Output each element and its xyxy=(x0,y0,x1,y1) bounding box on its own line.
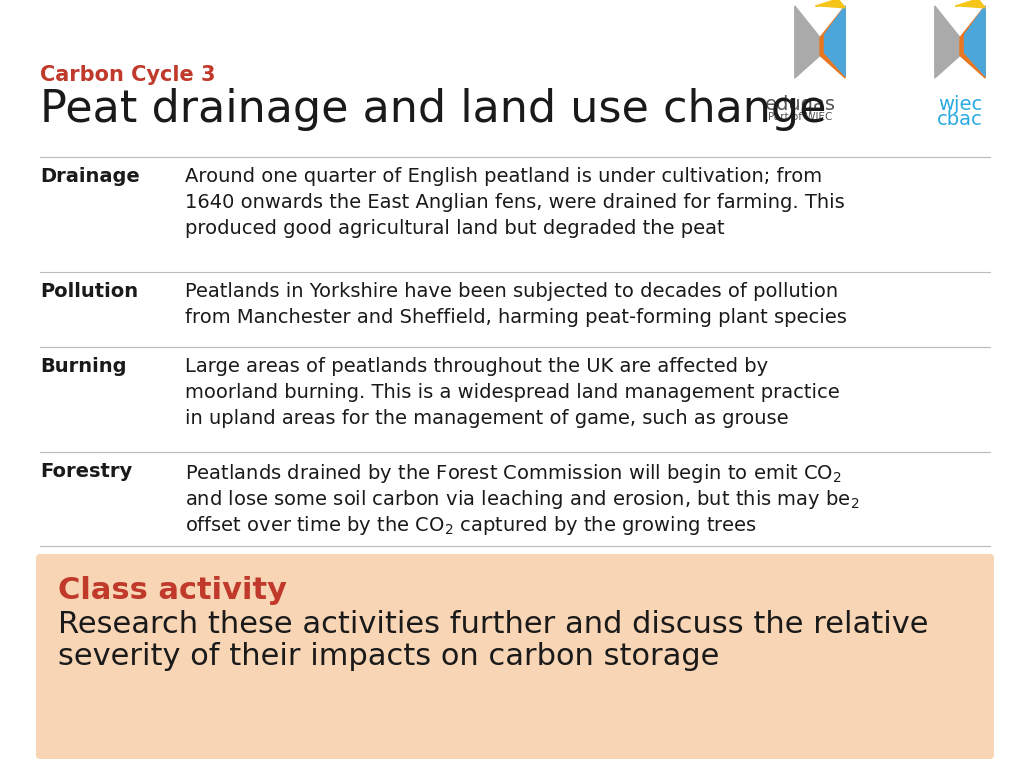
Text: 1640 onwards the East Anglian fens, were drained for farming. This: 1640 onwards the East Anglian fens, were… xyxy=(185,193,845,212)
Text: Peatlands in Yorkshire have been subjected to decades of pollution: Peatlands in Yorkshire have been subject… xyxy=(185,282,838,301)
Polygon shape xyxy=(955,0,985,8)
Polygon shape xyxy=(961,6,985,78)
Text: severity of their impacts on carbon storage: severity of their impacts on carbon stor… xyxy=(58,642,720,671)
Text: eduqas: eduqas xyxy=(765,95,836,114)
Polygon shape xyxy=(820,6,845,78)
Text: Peat drainage and land use change: Peat drainage and land use change xyxy=(40,88,826,131)
Text: cbac: cbac xyxy=(937,110,983,129)
Polygon shape xyxy=(965,6,985,76)
Text: Forestry: Forestry xyxy=(40,462,132,481)
Text: from Manchester and Sheffield, harming peat-forming plant species: from Manchester and Sheffield, harming p… xyxy=(185,308,847,327)
Text: Around one quarter of English peatland is under cultivation; from: Around one quarter of English peatland i… xyxy=(185,167,822,186)
Text: Burning: Burning xyxy=(40,357,127,376)
Text: Class activity: Class activity xyxy=(58,576,287,605)
Text: Pollution: Pollution xyxy=(40,282,138,301)
Text: offset over time by the CO$_2$ captured by the growing trees: offset over time by the CO$_2$ captured … xyxy=(185,514,757,537)
Text: wjec: wjec xyxy=(938,95,982,114)
Text: Drainage: Drainage xyxy=(40,167,139,186)
Text: Research these activities further and discuss the relative: Research these activities further and di… xyxy=(58,610,929,639)
Polygon shape xyxy=(815,0,845,8)
Text: Large areas of peatlands throughout the UK are affected by: Large areas of peatlands throughout the … xyxy=(185,357,768,376)
Polygon shape xyxy=(935,6,961,78)
Polygon shape xyxy=(824,6,845,76)
Polygon shape xyxy=(795,6,820,78)
Text: in upland areas for the management of game, such as grouse: in upland areas for the management of ga… xyxy=(185,409,788,428)
Text: Part of WJEC: Part of WJEC xyxy=(768,112,833,122)
FancyBboxPatch shape xyxy=(36,554,994,759)
Text: and lose some soil carbon via leaching and erosion, but this may be$_2$: and lose some soil carbon via leaching a… xyxy=(185,488,859,511)
Text: Peatlands drained by the Forest Commission will begin to emit CO$_2$: Peatlands drained by the Forest Commissi… xyxy=(185,462,842,485)
Text: produced good agricultural land but degraded the peat: produced good agricultural land but degr… xyxy=(185,219,725,238)
Text: Carbon Cycle 3: Carbon Cycle 3 xyxy=(40,65,215,85)
Text: moorland burning. This is a widespread land management practice: moorland burning. This is a widespread l… xyxy=(185,383,840,402)
